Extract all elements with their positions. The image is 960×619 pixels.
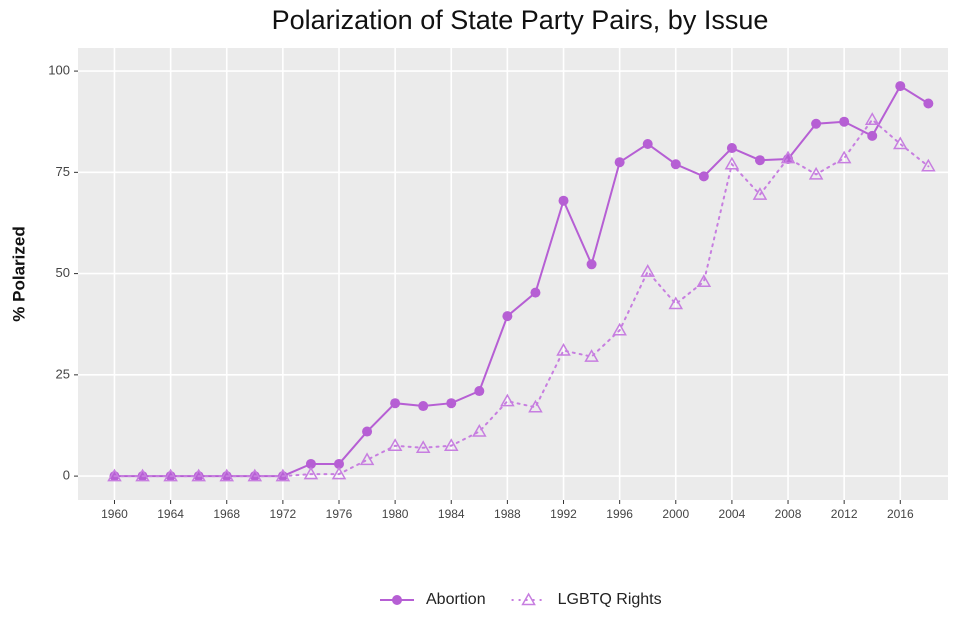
- data-point: [839, 116, 850, 127]
- data-point: [446, 398, 457, 409]
- data-point: [359, 452, 375, 466]
- x-tick-label: 1996: [606, 507, 633, 521]
- data-point: [921, 158, 936, 172]
- data-point: [305, 458, 316, 469]
- legend-label: LGBTQ Rights: [558, 591, 662, 608]
- x-tick-label: 2016: [887, 507, 914, 521]
- data-point: [530, 287, 541, 298]
- chart-title: Polarization of State Party Pairs, by Is…: [272, 5, 769, 35]
- data-point: [472, 424, 487, 437]
- data-point: [811, 118, 822, 129]
- data-point: [612, 322, 627, 336]
- y-tick-label: 100: [48, 63, 70, 78]
- data-point: [668, 296, 684, 310]
- data-point: [334, 458, 344, 469]
- data-point: [670, 159, 681, 170]
- legend-key-marker: [521, 592, 536, 606]
- y-axis-title: % Polarized: [9, 226, 28, 321]
- x-tick-label: 1992: [550, 507, 577, 521]
- data-point: [191, 468, 206, 482]
- data-point: [836, 150, 852, 164]
- data-point: [387, 438, 403, 451]
- data-point: [390, 398, 401, 409]
- legend-key-marker: [392, 595, 402, 605]
- data-point: [362, 426, 373, 437]
- data-point: [726, 143, 737, 154]
- y-tick-label: 50: [56, 265, 70, 280]
- y-tick-label: 0: [63, 468, 70, 483]
- data-point: [219, 468, 235, 482]
- data-point: [556, 343, 571, 356]
- data-point: [474, 386, 485, 397]
- x-tick-label: 1972: [270, 507, 297, 521]
- data-point: [614, 157, 625, 168]
- data-point: [895, 81, 906, 92]
- x-tick-label: 1976: [326, 507, 353, 521]
- data-point: [754, 155, 765, 166]
- data-point: [864, 112, 880, 125]
- y-tick-label: 25: [56, 366, 70, 381]
- data-point: [724, 156, 740, 170]
- data-point: [107, 468, 122, 482]
- data-point: [418, 401, 429, 412]
- data-point: [275, 468, 291, 482]
- data-point: [303, 466, 319, 480]
- x-tick-label: 1984: [438, 507, 465, 521]
- data-point: [502, 311, 513, 322]
- data-point: [642, 138, 653, 149]
- data-point: [443, 438, 459, 451]
- x-tick-label: 2008: [775, 507, 802, 521]
- data-point: [247, 468, 263, 482]
- x-tick-label: 1980: [382, 507, 409, 521]
- data-point: [135, 468, 150, 482]
- data-point: [163, 468, 178, 482]
- data-point: [867, 130, 878, 141]
- data-point: [780, 150, 796, 164]
- x-tick-label: 1960: [101, 507, 128, 521]
- y-tick-label: 75: [56, 164, 70, 179]
- data-point: [752, 187, 768, 200]
- data-point: [640, 264, 656, 277]
- data-point: [528, 399, 543, 413]
- x-tick-label: 1988: [494, 507, 521, 521]
- data-point: [696, 274, 712, 287]
- data-point: [558, 195, 569, 206]
- x-tick-label: 2000: [662, 507, 689, 521]
- data-point: [892, 136, 908, 150]
- data-point: [500, 393, 515, 407]
- data-point: [331, 466, 347, 480]
- data-point: [584, 349, 599, 362]
- data-point: [923, 98, 934, 109]
- x-tick-label: 2004: [719, 507, 746, 521]
- data-point: [586, 259, 597, 270]
- data-point: [698, 171, 709, 182]
- x-tick-label: 2012: [831, 507, 858, 521]
- x-tick-label: 1964: [157, 507, 184, 521]
- legend-label: Abortion: [426, 591, 486, 608]
- x-tick-label: 1968: [213, 507, 240, 521]
- data-point: [808, 166, 824, 180]
- data-point: [415, 440, 431, 454]
